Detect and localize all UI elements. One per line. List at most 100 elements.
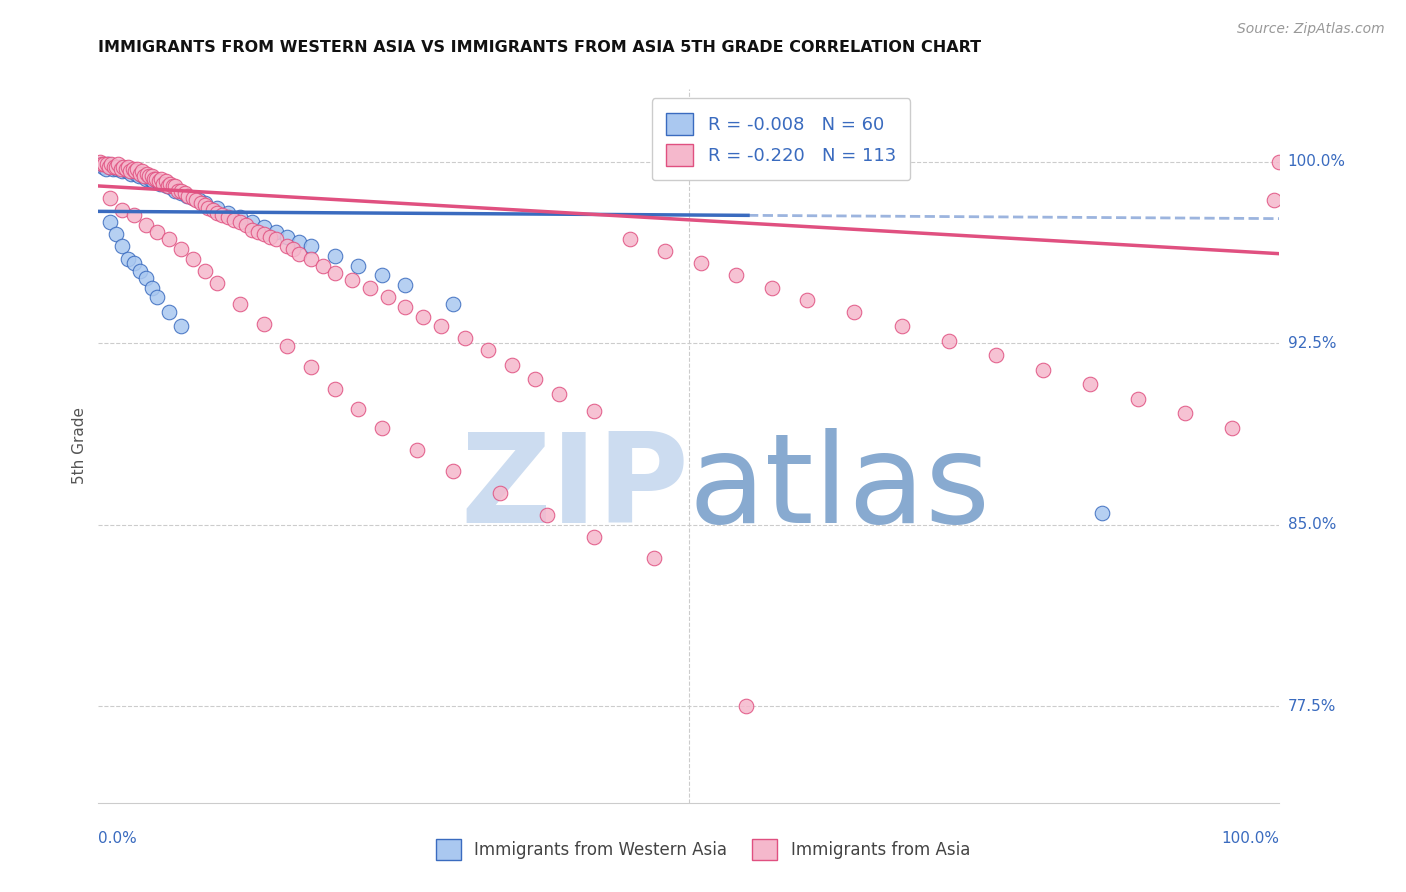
Point xyxy=(118,161,141,176)
Point xyxy=(157,304,180,318)
Point xyxy=(155,174,177,188)
Point xyxy=(181,191,204,205)
Point xyxy=(162,178,184,193)
Point xyxy=(406,442,429,457)
Point xyxy=(187,194,209,208)
Point xyxy=(117,252,139,266)
Point xyxy=(166,184,188,198)
Text: 92.5%: 92.5% xyxy=(1288,335,1336,351)
Point xyxy=(128,263,150,277)
Point xyxy=(201,203,224,218)
Point xyxy=(253,317,276,331)
Point xyxy=(1032,363,1054,377)
Point xyxy=(98,160,121,174)
Point xyxy=(441,297,464,311)
Point xyxy=(138,169,160,184)
Point xyxy=(725,268,748,283)
Point xyxy=(176,188,198,202)
Point xyxy=(122,164,145,178)
Text: 0.0%: 0.0% xyxy=(98,831,138,847)
Point xyxy=(173,186,195,201)
Point xyxy=(501,358,523,372)
Point xyxy=(441,464,464,478)
Point xyxy=(796,293,818,307)
Point xyxy=(104,160,127,174)
Point xyxy=(165,178,187,193)
Text: 100.0%: 100.0% xyxy=(1222,831,1279,847)
Point xyxy=(149,177,172,191)
Text: ZIP: ZIP xyxy=(460,428,689,549)
Point xyxy=(141,169,163,184)
Point xyxy=(170,319,193,334)
Point xyxy=(89,154,111,169)
Point xyxy=(761,280,783,294)
Point xyxy=(984,348,1007,362)
Point xyxy=(122,208,145,222)
Point xyxy=(170,184,193,198)
Point xyxy=(276,338,298,352)
Point xyxy=(197,201,219,215)
Point xyxy=(283,242,305,256)
Point xyxy=(135,167,157,181)
Point xyxy=(734,699,756,714)
Point xyxy=(548,387,571,401)
Point xyxy=(394,300,416,314)
Point xyxy=(122,256,145,270)
Point xyxy=(288,235,311,249)
Point xyxy=(101,161,124,176)
Point xyxy=(181,252,204,266)
Point xyxy=(477,343,499,358)
Point xyxy=(371,421,394,435)
Point xyxy=(148,174,170,188)
Point xyxy=(90,157,112,171)
Point xyxy=(524,372,547,386)
Point xyxy=(1174,406,1197,420)
Point xyxy=(229,297,252,311)
Text: atlas: atlas xyxy=(689,428,991,549)
Text: 100.0%: 100.0% xyxy=(1288,154,1346,169)
Point xyxy=(177,188,200,202)
Point xyxy=(890,319,912,334)
Point xyxy=(1091,506,1114,520)
Point xyxy=(844,304,866,318)
Point xyxy=(1263,194,1285,208)
Point xyxy=(152,177,174,191)
Point xyxy=(224,212,246,227)
Point xyxy=(170,186,193,201)
Point xyxy=(156,178,179,193)
Point xyxy=(96,157,118,171)
Text: IMMIGRANTS FROM WESTERN ASIA VS IMMIGRANTS FROM ASIA 5TH GRADE CORRELATION CHART: IMMIGRANTS FROM WESTERN ASIA VS IMMIGRAN… xyxy=(98,40,981,55)
Point xyxy=(135,218,157,232)
Point xyxy=(111,164,134,178)
Point xyxy=(1220,421,1243,435)
Point xyxy=(299,252,322,266)
Point xyxy=(117,160,139,174)
Point xyxy=(112,161,135,176)
Point xyxy=(105,160,128,174)
Legend: R = -0.008   N = 60, R = -0.220   N = 113: R = -0.008 N = 60, R = -0.220 N = 113 xyxy=(651,98,910,180)
Point xyxy=(205,205,228,219)
Point xyxy=(112,160,135,174)
Text: 85.0%: 85.0% xyxy=(1288,517,1336,533)
Point xyxy=(264,225,287,239)
Y-axis label: 5th Grade: 5th Grade xyxy=(72,408,87,484)
Point xyxy=(194,263,217,277)
Point xyxy=(121,167,143,181)
Point xyxy=(186,194,208,208)
Point xyxy=(412,310,434,324)
Point xyxy=(100,157,122,171)
Point xyxy=(91,157,114,171)
Point xyxy=(111,203,134,218)
Point xyxy=(170,242,193,256)
Legend: Immigrants from Western Asia, Immigrants from Asia: Immigrants from Western Asia, Immigrants… xyxy=(423,826,983,873)
Point xyxy=(288,246,311,260)
Point xyxy=(142,171,165,186)
Point xyxy=(98,160,121,174)
Point xyxy=(136,169,159,184)
Point xyxy=(127,161,149,176)
Point xyxy=(323,266,346,280)
Point xyxy=(347,401,370,416)
Point xyxy=(146,290,169,304)
Point xyxy=(128,169,150,184)
Point xyxy=(323,249,346,263)
